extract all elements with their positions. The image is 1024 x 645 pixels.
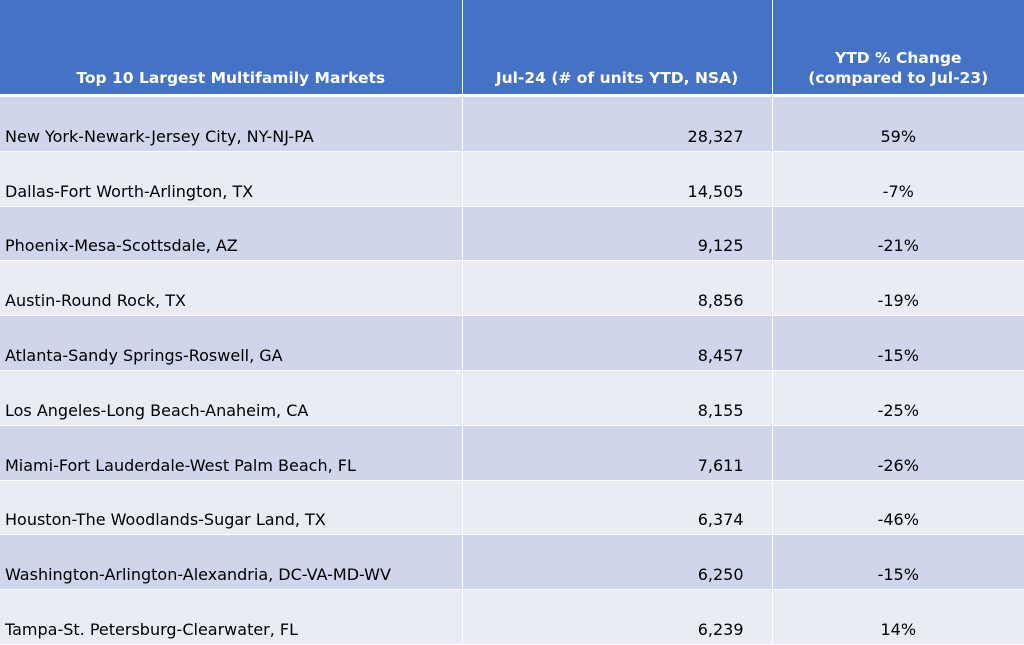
units-cell: 8,856 [462,261,772,316]
change-cell: -21% [772,206,1024,261]
change-cell: -15% [772,535,1024,590]
change-cell: -7% [772,151,1024,206]
units-cell: 7,611 [462,425,772,480]
table-row: Miami-Fort Lauderdale-West Palm Beach, F… [0,425,1024,480]
change-cell: -25% [772,370,1024,425]
header-units: Jul-24 (# of units YTD, NSA) [462,0,772,96]
change-cell: 14% [772,590,1024,645]
market-cell: Washington-Arlington-Alexandria, DC-VA-M… [0,535,462,590]
table-row: Los Angeles-Long Beach-Anaheim, CA 8,155… [0,370,1024,425]
units-cell: 8,155 [462,370,772,425]
header-change: YTD % Change (compared to Jul-23) [772,0,1024,96]
table-header: Top 10 Largest Multifamily Markets Jul-2… [0,0,1024,96]
table-row: Houston-The Woodlands-Sugar Land, TX 6,3… [0,480,1024,535]
market-cell: Tampa-St. Petersburg-Clearwater, FL [0,590,462,645]
market-cell: Houston-The Woodlands-Sugar Land, TX [0,480,462,535]
table-row: Phoenix-Mesa-Scottsdale, AZ 9,125 -21% [0,206,1024,261]
market-cell: Phoenix-Mesa-Scottsdale, AZ [0,206,462,261]
change-cell: -26% [772,425,1024,480]
market-cell: New York-Newark-Jersey City, NY-NJ-PA [0,96,462,152]
change-cell: 59% [772,96,1024,152]
change-cell: -19% [772,261,1024,316]
units-cell: 14,505 [462,151,772,206]
units-cell: 6,374 [462,480,772,535]
units-cell: 6,250 [462,535,772,590]
units-cell: 28,327 [462,96,772,152]
table-row: Austin-Round Rock, TX 8,856 -19% [0,261,1024,316]
market-cell: Atlanta-Sandy Springs-Roswell, GA [0,316,462,371]
market-cell: Dallas-Fort Worth-Arlington, TX [0,151,462,206]
table-row: Atlanta-Sandy Springs-Roswell, GA 8,457 … [0,316,1024,371]
header-change-line2: (compared to Jul-23) [773,69,1024,88]
table-body: New York-Newark-Jersey City, NY-NJ-PA 28… [0,96,1024,645]
table-row: Dallas-Fort Worth-Arlington, TX 14,505 -… [0,151,1024,206]
units-cell: 8,457 [462,316,772,371]
market-cell: Austin-Round Rock, TX [0,261,462,316]
header-row: Top 10 Largest Multifamily Markets Jul-2… [0,0,1024,96]
units-cell: 6,239 [462,590,772,645]
market-cell: Los Angeles-Long Beach-Anaheim, CA [0,370,462,425]
units-cell: 9,125 [462,206,772,261]
header-change-line1: YTD % Change [773,49,1024,68]
change-cell: -46% [772,480,1024,535]
market-cell: Miami-Fort Lauderdale-West Palm Beach, F… [0,425,462,480]
table-row: Washington-Arlington-Alexandria, DC-VA-M… [0,535,1024,590]
change-cell: -15% [772,316,1024,371]
table-row: Tampa-St. Petersburg-Clearwater, FL 6,23… [0,590,1024,645]
header-market: Top 10 Largest Multifamily Markets [0,0,462,96]
table-row: New York-Newark-Jersey City, NY-NJ-PA 28… [0,96,1024,152]
